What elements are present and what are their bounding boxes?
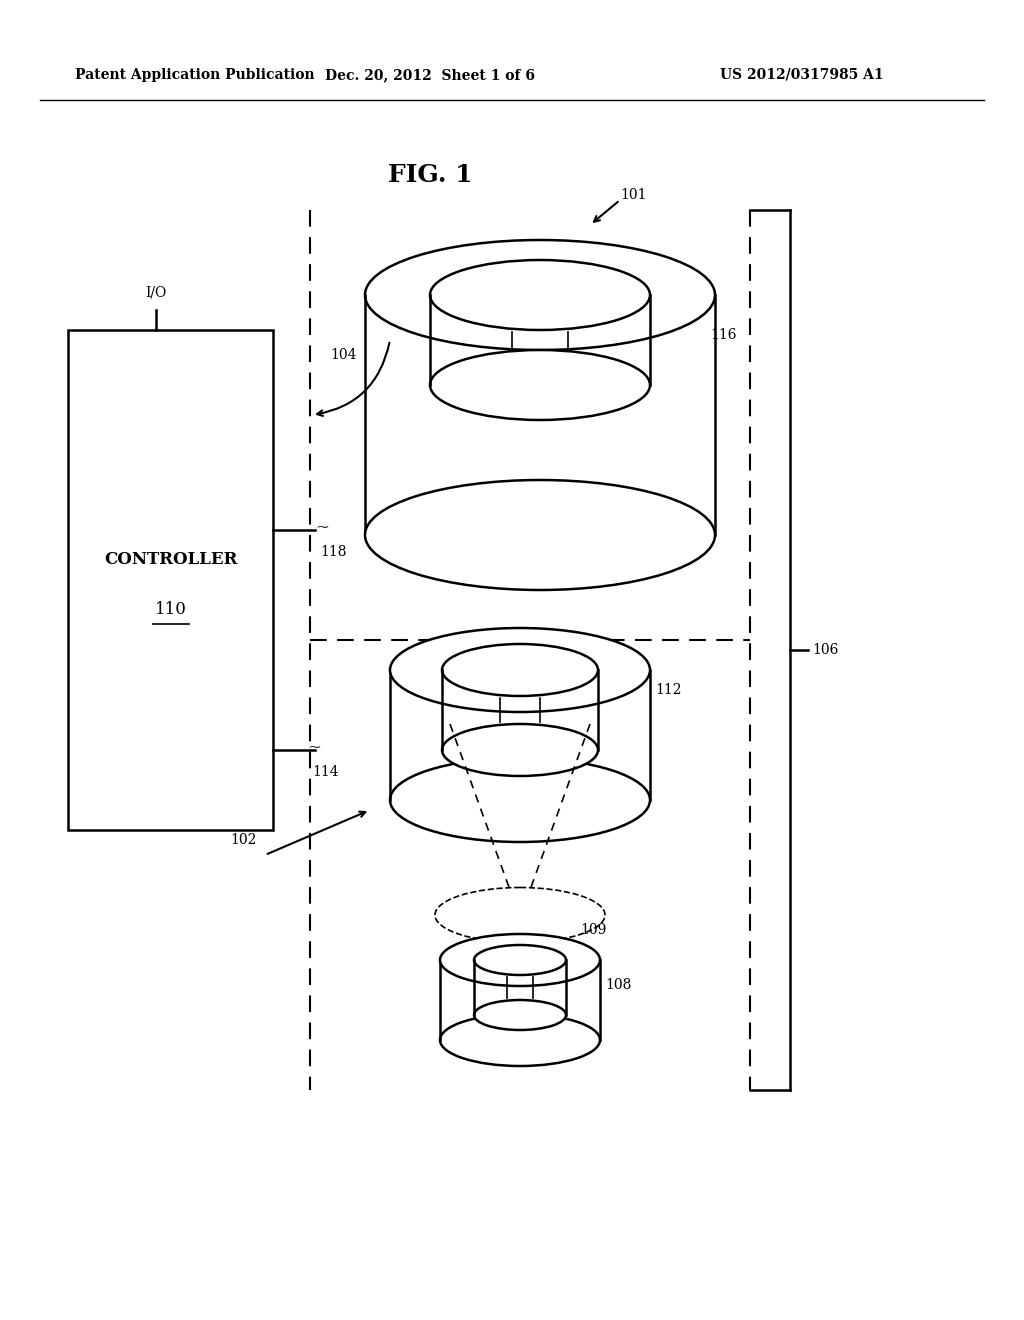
Text: US 2012/0317985 A1: US 2012/0317985 A1: [720, 69, 884, 82]
Ellipse shape: [365, 240, 715, 350]
Text: CONTROLLER: CONTROLLER: [103, 552, 238, 569]
Bar: [68, 330, 273, 830]
Text: ~: ~: [307, 738, 321, 755]
Ellipse shape: [365, 480, 715, 590]
Text: 106: 106: [812, 643, 839, 657]
Ellipse shape: [430, 350, 650, 420]
Ellipse shape: [442, 723, 598, 776]
Text: 102: 102: [230, 833, 256, 847]
Text: 118: 118: [319, 545, 346, 558]
Ellipse shape: [442, 644, 598, 696]
Text: FIG. 1: FIG. 1: [388, 162, 472, 187]
Text: 108: 108: [605, 978, 632, 993]
Ellipse shape: [390, 758, 650, 842]
Ellipse shape: [474, 945, 566, 975]
Ellipse shape: [390, 628, 650, 711]
Text: Patent Application Publication: Patent Application Publication: [75, 69, 314, 82]
Text: 112: 112: [655, 682, 682, 697]
Text: 101: 101: [620, 187, 646, 202]
Ellipse shape: [435, 887, 605, 942]
Ellipse shape: [430, 260, 650, 330]
Ellipse shape: [474, 1001, 566, 1030]
Text: 104: 104: [330, 348, 356, 362]
Text: ~: ~: [315, 517, 329, 535]
Text: 110: 110: [155, 602, 186, 619]
Text: 116: 116: [710, 327, 736, 342]
Ellipse shape: [440, 1014, 600, 1067]
Text: I/O: I/O: [144, 285, 166, 300]
Text: 114: 114: [312, 766, 339, 779]
Text: 109: 109: [580, 923, 606, 937]
Ellipse shape: [440, 935, 600, 986]
Text: Dec. 20, 2012  Sheet 1 of 6: Dec. 20, 2012 Sheet 1 of 6: [325, 69, 535, 82]
